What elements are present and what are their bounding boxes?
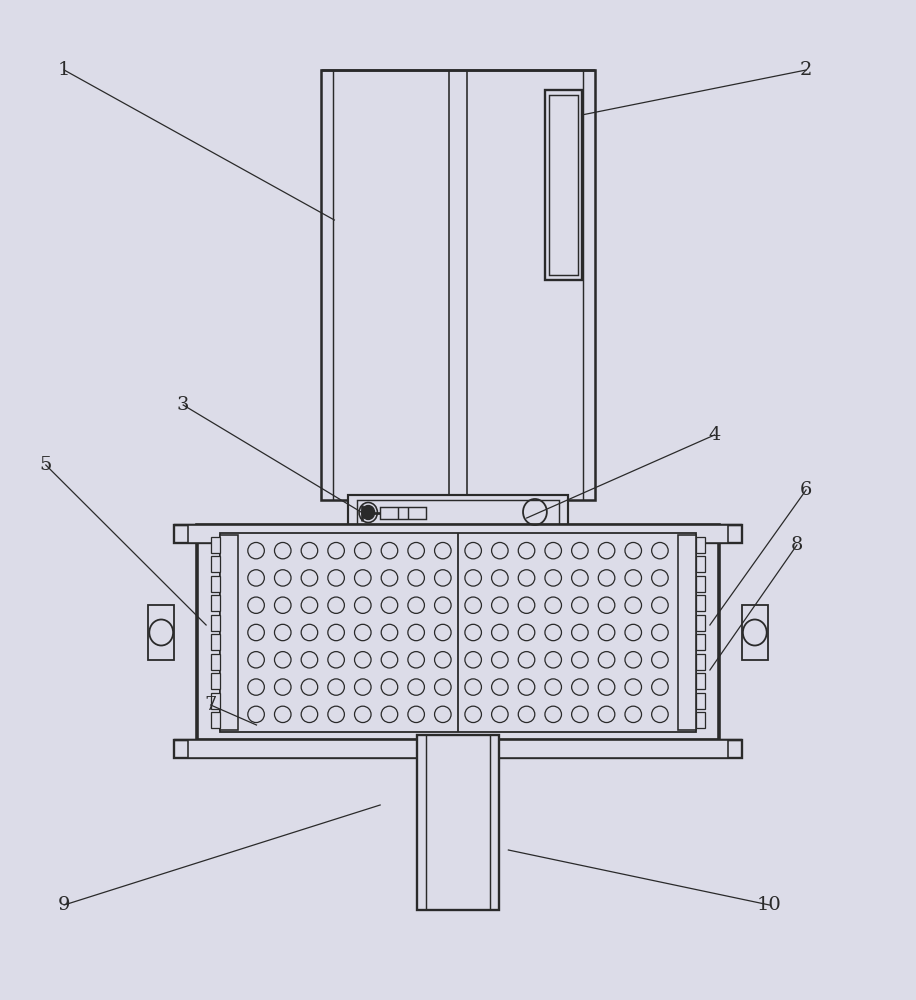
Text: 4: 4 [708, 426, 721, 444]
Text: 7: 7 [204, 696, 217, 714]
Bar [696, 595, 705, 611]
Text: 8: 8 [791, 536, 803, 554]
Bar [545, 90, 582, 280]
Bar [357, 500, 559, 525]
Bar [696, 576, 705, 592]
Bar [148, 605, 174, 660]
Text: 3: 3 [177, 396, 190, 414]
Bar [211, 634, 220, 650]
Bar [174, 740, 742, 758]
Text: 10: 10 [757, 896, 782, 914]
Bar [211, 654, 220, 670]
Bar [174, 525, 742, 543]
Bar [211, 537, 220, 553]
Bar [742, 605, 768, 660]
Bar [211, 615, 220, 631]
Bar [549, 95, 578, 275]
Bar [696, 654, 705, 670]
Text: 2: 2 [800, 61, 812, 79]
Bar [696, 712, 705, 728]
Bar [380, 506, 426, 518]
Bar [696, 537, 705, 553]
Text: 5: 5 [39, 456, 52, 474]
Text: 1: 1 [58, 61, 71, 79]
Bar [417, 735, 499, 910]
Bar [696, 556, 705, 572]
Bar [348, 495, 568, 530]
Bar [220, 535, 238, 730]
Bar [211, 595, 220, 611]
Bar [211, 576, 220, 592]
Bar [188, 525, 728, 543]
Bar [211, 556, 220, 572]
Bar [188, 740, 728, 758]
Bar [696, 693, 705, 709]
Text: 9: 9 [58, 896, 71, 914]
Circle shape [362, 506, 375, 520]
Bar [321, 70, 595, 500]
Text: 6: 6 [800, 481, 812, 499]
Bar [211, 673, 220, 689]
Bar [696, 634, 705, 650]
Bar [220, 533, 696, 732]
Bar [678, 535, 696, 730]
Bar [211, 693, 220, 709]
Bar [696, 615, 705, 631]
Bar [211, 712, 220, 728]
Bar [197, 525, 719, 740]
Bar [696, 673, 705, 689]
